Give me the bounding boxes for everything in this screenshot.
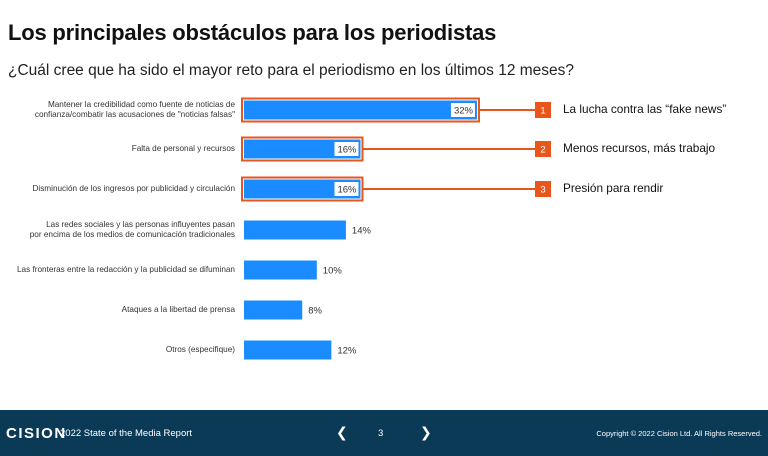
callout-number-box — [535, 141, 551, 157]
category-label-line: Falta de personal y recursos — [131, 143, 235, 153]
page-number: 3 — [378, 428, 384, 439]
value-label-bg — [334, 182, 359, 196]
callout-number-box — [535, 181, 551, 197]
category-label-line: Mantener la credibilidad como fuente de … — [47, 99, 235, 109]
bar — [244, 139, 361, 159]
callout-number: 1 — [540, 106, 545, 117]
bar — [244, 179, 361, 199]
bar — [244, 340, 332, 360]
category-label-line: Disminución de los ingresos por publicid… — [32, 183, 235, 193]
category-label: Falta de personal y recursos — [132, 144, 235, 155]
chart-subtitle: ¿Cuál cree que ha sido el mayor reto par… — [8, 62, 575, 79]
callout-number: 2 — [540, 145, 545, 156]
value-label: 12% — [337, 346, 357, 357]
chevron-right-icon[interactable]: ❯ — [420, 424, 432, 440]
cision-logo[interactable]: CISION — [6, 425, 67, 442]
category-label: Las fronteras entre la redacción y la pu… — [17, 265, 235, 276]
callout-text: La lucha contra las “fake news” — [563, 102, 727, 116]
category-label: Ataques a la libertad de prensa — [122, 305, 235, 316]
callout-number: 3 — [540, 185, 545, 196]
bar — [244, 100, 477, 120]
callout-text: Menos recursos, más trabajo — [563, 141, 716, 155]
category-label-line: Ataques a la libertad de prensa — [121, 304, 235, 314]
value-label: 8% — [308, 306, 322, 317]
value-label: 16% — [337, 145, 357, 156]
callout-text: Presión para rendir — [563, 181, 664, 195]
value-label: 16% — [337, 185, 357, 196]
report-name: 2022 State of the Media Report — [60, 428, 193, 439]
callout-number-box — [535, 102, 551, 118]
category-label-line: Las fronteras entre la redacción y la pu… — [16, 264, 235, 274]
value-label: 14% — [352, 226, 372, 237]
value-label-bg — [450, 103, 475, 117]
bar — [244, 220, 346, 240]
value-label: 32% — [454, 106, 474, 117]
copyright: Copyright © 2022 Cision Ltd. All Rights … — [596, 429, 762, 438]
chevron-left-icon[interactable]: ❮ — [336, 424, 348, 440]
category-label: Disminución de los ingresos por publicid… — [32, 184, 235, 195]
category-label-line: por encima de los medios de comunicación… — [29, 230, 235, 239]
category-label: Las redes sociales y las personas influy… — [30, 220, 235, 241]
bar-chart: 32% 16% 16% 14% 10% 8% 12% 1 2 3 — [241, 97, 551, 360]
value-label: 10% — [323, 266, 343, 277]
bar — [244, 260, 317, 280]
value-label-bg — [334, 142, 359, 156]
category-label: Otros (especifique) — [166, 345, 235, 356]
footer-bar: CISION 2022 State of the Media Report ❮ … — [0, 410, 768, 456]
category-label-line: confianza/combatir las acusaciones de "n… — [34, 110, 235, 119]
category-label-line: Otros (especifique) — [165, 344, 235, 354]
category-label: Mantener la credibilidad como fuente de … — [35, 100, 235, 121]
category-label-line: Las redes sociales y las personas influy… — [46, 219, 235, 229]
chart-title: Los principales obstáculos para los peri… — [8, 20, 497, 45]
bar — [244, 300, 303, 320]
